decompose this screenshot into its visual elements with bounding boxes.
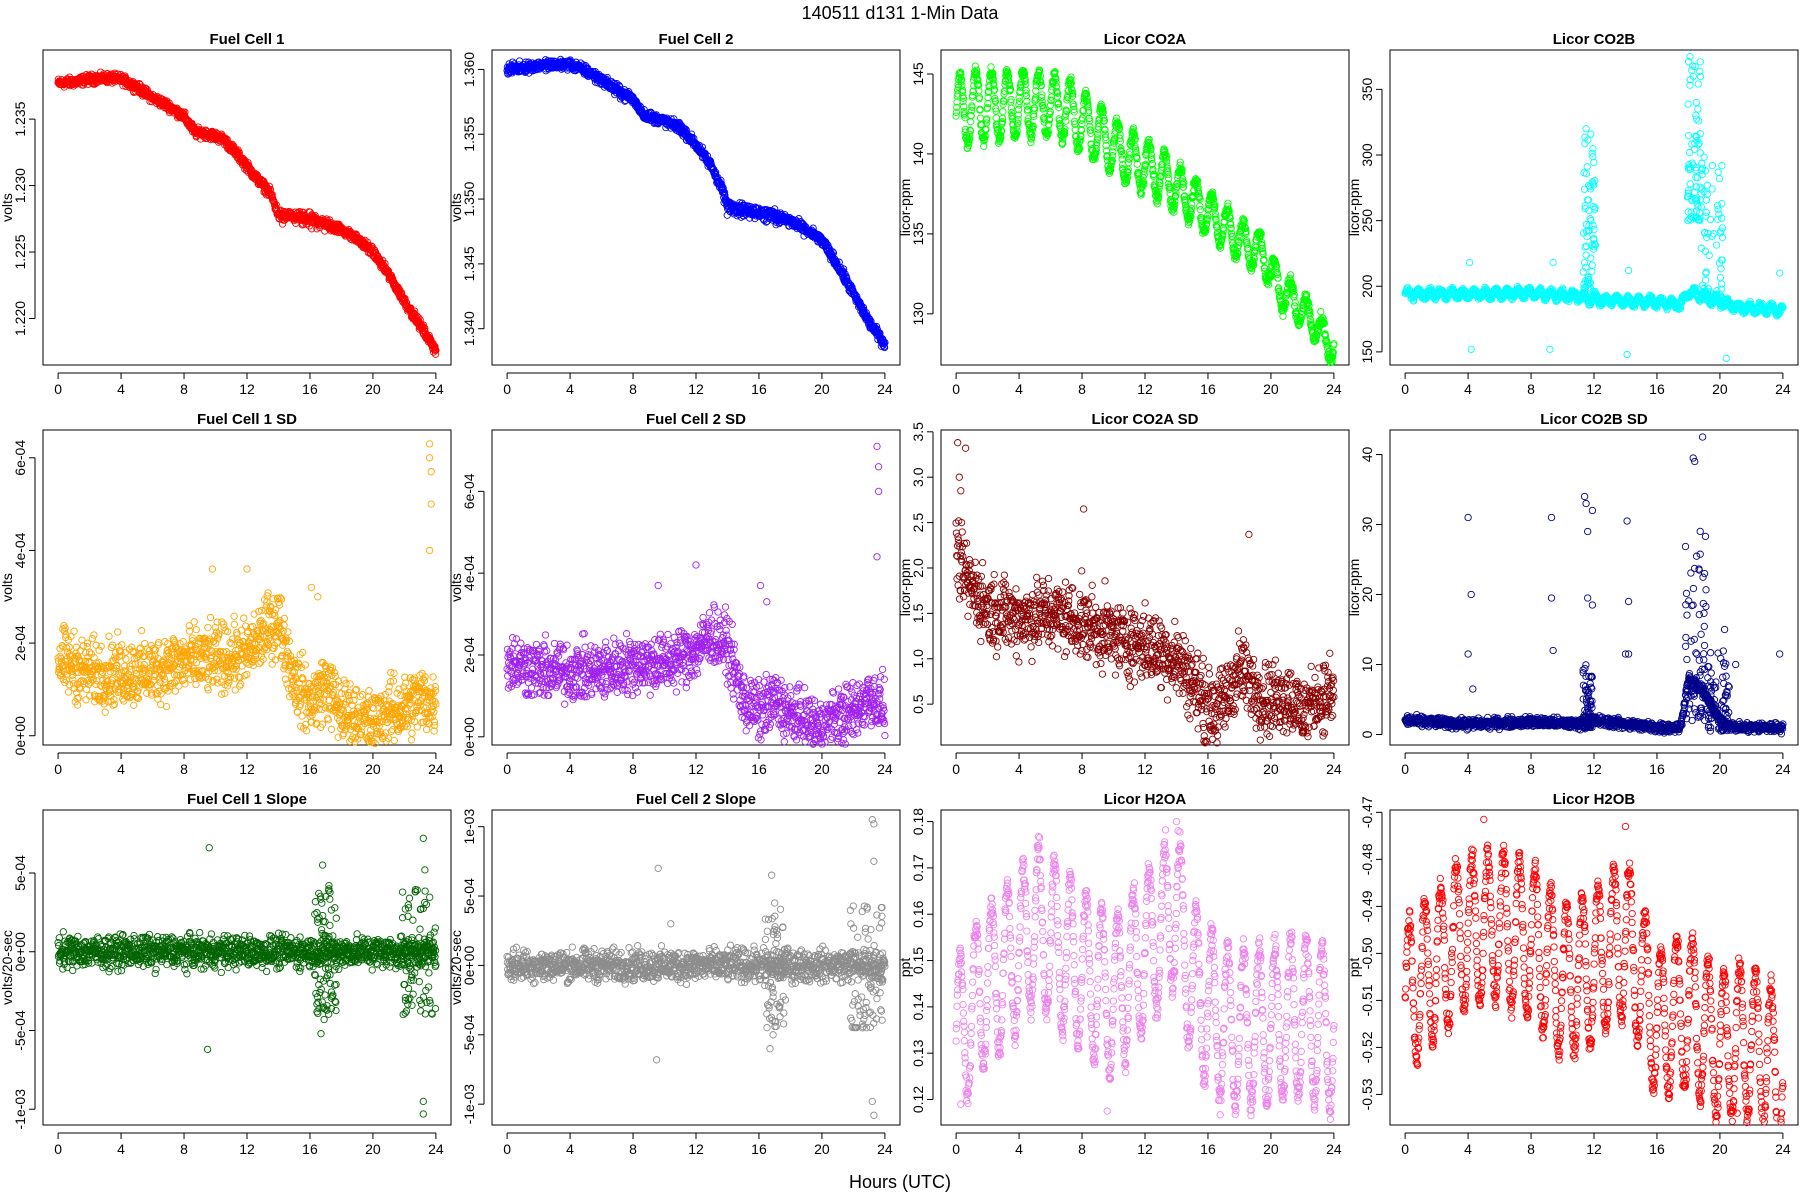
panel-title: Licor CO2B [1553,31,1636,48]
x-tick-label: 20 [1263,381,1279,397]
y-tick-label: 145 [910,62,926,86]
y-tick-label: 200 [1359,274,1375,298]
data-point [967,118,975,126]
y-tick-label: 1.235 [12,101,28,136]
plot-frame [42,49,452,366]
y-tick-label: 130 [910,302,926,326]
data-point [999,108,1007,116]
y-tick-label: 140 [910,142,926,166]
y-tick-label: 300 [1359,143,1375,167]
y-tick-label: 1.350 [461,181,477,216]
plot-frame [940,49,1350,366]
x-tick-label: 4 [1464,381,1472,397]
points-co2a [952,62,1338,367]
x-tick-label: 24 [1775,381,1791,397]
y-tick-label: 1.355 [461,117,477,152]
x-tick-label: 16 [1649,381,1665,397]
figure-title: 140511 d131 1-Min Data [802,3,1000,23]
x-tick-label: 0 [503,381,511,397]
x-tick-label: 12 [688,381,704,397]
x-tick-label: 12 [239,381,255,397]
x-tick-label: 4 [1015,381,1023,397]
data-point [1062,117,1070,125]
points-fc2 [503,55,889,352]
panel-grid: Fuel Cell 1 volts 0 4 8 12 16 20 24 1.220 1.225 1.2… [0,31,1799,1157]
plot-frame [1389,49,1799,366]
x-tick-label: 20 [814,381,830,397]
data-point [987,63,995,71]
data-point [181,108,189,116]
y-tick-label: 350 [1359,77,1375,101]
y-tick-label: 250 [1359,209,1375,233]
x-tick-label: 0 [952,381,960,397]
x-tick-label: 12 [1137,381,1153,397]
x-tick-label: 20 [1712,381,1728,397]
y-axis-label: volts [0,193,15,222]
x-tick-label: 20 [365,381,381,397]
x-tick-label: 16 [751,381,767,397]
data-point [1196,206,1205,214]
x-tick-label: 24 [428,381,444,397]
y-tick-label: 1.345 [461,246,477,281]
data-point [976,114,985,122]
y-tick-label: 135 [910,222,926,246]
x-tick-label: 0 [54,381,62,397]
points-co2b [1401,52,1787,363]
x-tick-label: 12 [1586,381,1602,397]
data-point [165,99,173,107]
x-tick-label: 8 [1527,381,1535,397]
x-tick-label: 24 [877,381,893,397]
panel-title: Licor CO2A [1104,31,1187,48]
x-tick-label: 16 [302,381,318,397]
x-tick-label: 24 [1326,381,1342,397]
y-tick-label: 1.225 [12,234,28,269]
points-fc1 [54,68,440,358]
y-tick-label: 1.230 [12,168,28,203]
x-tick-label: 8 [1078,381,1086,397]
panel-title: Fuel Cell 1 [209,31,284,48]
x-tick-label: 8 [629,381,637,397]
data-point [992,114,1000,122]
data-point [1317,307,1325,316]
x-tick-label: 4 [117,381,125,397]
panel-fc1: Fuel Cell 1 volts 0 4 8 12 16 20 24 1.220 1.225 1.2… [0,31,452,397]
y-tick-label: 150 [1359,340,1375,364]
x-tick-label: 16 [1200,381,1216,397]
y-tick-label: 1.360 [461,52,477,87]
y-tick-label: 1.220 [12,301,28,336]
x-tick-label: 0 [1401,381,1409,397]
figure-x-label: Hours (UTC) [849,1172,951,1192]
x-tick-label: 4 [566,381,574,397]
data-point [1188,200,1196,209]
plot-frame [491,49,901,366]
y-tick-label: 1.340 [461,311,477,346]
panel-title: Fuel Cell 2 [658,31,733,48]
x-tick-label: 8 [180,381,188,397]
